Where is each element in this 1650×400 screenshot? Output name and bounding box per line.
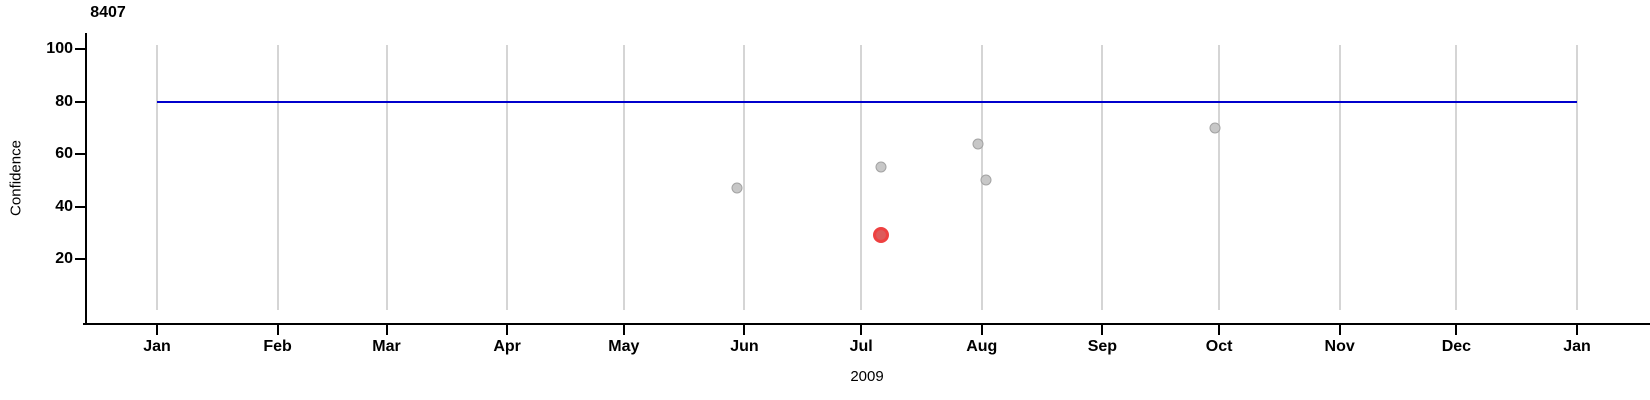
x-tick xyxy=(276,325,279,335)
data-point xyxy=(1209,122,1221,134)
y-tick-label: 100 xyxy=(46,40,73,57)
y-axis-line xyxy=(85,33,87,325)
x-tick-label: Dec xyxy=(1441,338,1472,355)
month-gridline xyxy=(385,45,388,310)
x-tick-label: Mar xyxy=(372,338,401,355)
x-tick-label: Jul xyxy=(849,338,873,355)
x-tick-label: Aug xyxy=(966,338,998,355)
month-gridline xyxy=(1101,45,1104,310)
x-tick-label: Sep xyxy=(1087,338,1118,355)
x-tick xyxy=(860,325,863,335)
month-gridline xyxy=(1218,45,1221,310)
x-tick-label: Jan xyxy=(143,338,171,355)
y-tick xyxy=(75,205,85,208)
x-axis-label: 2009 xyxy=(850,368,884,385)
x-tick xyxy=(622,325,625,335)
month-gridline xyxy=(743,45,746,310)
y-tick-label: 80 xyxy=(55,92,73,110)
reference-line xyxy=(157,100,1577,103)
data-point xyxy=(980,174,992,186)
x-tick-label: Apr xyxy=(493,338,521,355)
highlighted-data-point xyxy=(872,227,889,244)
x-tick xyxy=(1218,325,1221,335)
x-tick-label: Feb xyxy=(263,338,292,355)
data-point xyxy=(731,182,743,194)
x-tick xyxy=(506,325,509,335)
y-tick xyxy=(75,100,85,103)
month-gridline xyxy=(1338,45,1341,310)
y-tick-label: 60 xyxy=(55,145,73,162)
x-tick-label: Jun xyxy=(730,338,759,355)
x-tick xyxy=(1101,325,1104,335)
x-tick xyxy=(1455,325,1458,335)
month-gridline xyxy=(1576,45,1578,310)
month-gridline xyxy=(1455,45,1458,310)
month-gridline xyxy=(156,45,158,310)
x-tick xyxy=(1338,325,1341,335)
y-tick xyxy=(75,153,85,155)
chart-title: 8407 xyxy=(90,4,126,21)
x-axis-line xyxy=(83,323,1650,325)
x-tick xyxy=(743,325,746,335)
y-tick-label: 40 xyxy=(55,197,73,215)
month-gridline xyxy=(506,45,509,310)
month-gridline xyxy=(860,45,863,310)
x-tick-label: Oct xyxy=(1205,338,1233,355)
y-tick xyxy=(75,258,85,260)
month-gridline xyxy=(622,45,625,310)
y-axis-label: Confidence xyxy=(7,140,25,216)
y-tick xyxy=(75,48,85,50)
data-point xyxy=(875,161,887,173)
x-tick xyxy=(156,325,158,335)
y-tick-label: 20 xyxy=(55,250,73,267)
data-point xyxy=(972,138,984,149)
x-tick-label: May xyxy=(608,338,640,355)
x-tick xyxy=(1576,325,1578,335)
x-tick-label: Nov xyxy=(1324,338,1355,355)
x-tick-label: Jan xyxy=(1563,338,1591,355)
x-tick xyxy=(980,325,983,335)
month-gridline xyxy=(276,45,279,310)
x-tick xyxy=(385,325,388,335)
